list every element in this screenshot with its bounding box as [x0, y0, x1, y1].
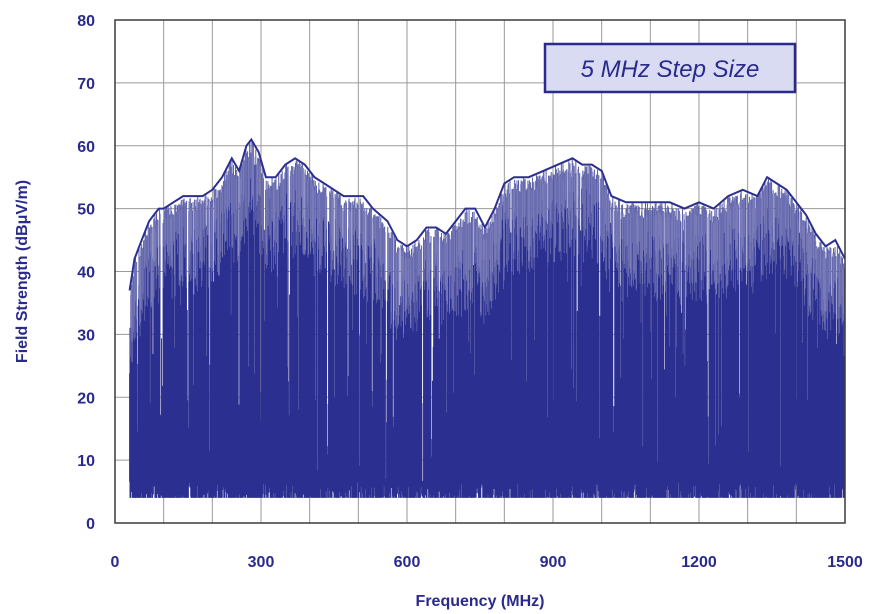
x-tick-label: 300 — [248, 554, 275, 571]
y-axis-title: Field Strength (dBμV/m) — [14, 180, 31, 363]
y-tick-label: 80 — [77, 13, 95, 30]
y-tick-label: 40 — [77, 265, 95, 282]
y-tick-label: 60 — [77, 139, 95, 156]
spectrum-peaks — [130, 140, 845, 363]
x-tick-label: 1500 — [827, 554, 863, 571]
annotation-box: 5 MHz Step Size — [543, 42, 797, 94]
annotation-text: 5 MHz Step Size — [581, 56, 760, 83]
data-series — [128, 137, 845, 498]
plot-frame — [114, 19, 846, 524]
y-tick-label: 10 — [77, 453, 95, 470]
spectrum-fill — [129, 140, 845, 498]
x-tick-label: 900 — [540, 554, 567, 571]
y-tick-label: 50 — [77, 202, 95, 219]
y-tick-label: 30 — [77, 327, 95, 344]
x-tick-label: 1200 — [681, 554, 717, 571]
x-tick-label: 600 — [394, 554, 421, 571]
tick-labels: 0 300 600 900 1200 1500 0 10 20 30 40 50 60 70 80 — [77, 13, 863, 571]
y-tick-label: 0 — [86, 516, 95, 533]
y-tick-label: 20 — [77, 390, 95, 407]
envelope-line — [128, 137, 845, 291]
x-axis-title: Frequency (MHz) — [416, 593, 545, 610]
y-tick-label: 70 — [77, 76, 95, 93]
x-tick-label: 0 — [111, 554, 120, 571]
annotation-box-frame — [543, 42, 797, 94]
